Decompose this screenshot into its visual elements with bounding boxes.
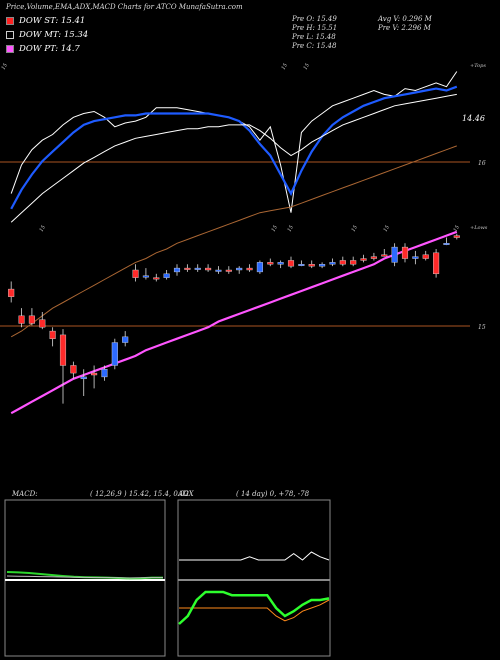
candle-body-15: [163, 273, 170, 278]
candle-body-39: [412, 256, 419, 259]
marker-label-6: 15: [351, 224, 359, 233]
series-line-0: [10, 71, 458, 213]
macd-params: ( 12,26,9 ) 15.42, 15.4, 0.02: [90, 490, 189, 498]
candle-body-16: [173, 267, 181, 273]
marker-label-8: 15: [453, 224, 461, 233]
series-line-3: [10, 145, 457, 338]
adx-panel: [177, 499, 331, 657]
macd-title: MACD:: [12, 490, 38, 498]
info-pre-low: Pre L: 15.48: [292, 33, 336, 41]
candle-body-25: [267, 262, 274, 265]
candle-body-8: [91, 372, 98, 376]
candle-body-3: [39, 319, 46, 328]
candle-body-42: [443, 243, 450, 245]
candle-body-38: [401, 246, 409, 259]
legend-label-pt: DOW PT: 14.7: [19, 44, 80, 54]
adx-plus-di-line: [179, 551, 330, 561]
candle-body-1: [18, 315, 25, 324]
legend-swatch-magenta: [6, 45, 14, 53]
candle-body-30: [319, 264, 326, 267]
candle-body-37: [391, 246, 398, 263]
candle-body-29: [308, 264, 315, 267]
tops-label: +Tops: [470, 63, 486, 69]
price-label-15: 15: [478, 324, 486, 331]
candle-body-13: [142, 275, 149, 278]
candle-body-28: [298, 264, 305, 266]
candle-body-26: [277, 262, 284, 265]
candle-body-10: [111, 342, 118, 366]
price-label-1446: 14.46: [462, 114, 485, 123]
legend-dow-mt: DOW MT: 15.34: [6, 30, 88, 40]
candle-body-0: [8, 288, 15, 297]
candle-body-32: [339, 260, 346, 265]
candle-body-4: [49, 330, 56, 339]
candle-body-27: [287, 260, 295, 267]
adx-title: ADX: [178, 490, 194, 498]
legend-label-mt: DOW MT: 15.34: [19, 30, 89, 40]
series-line-2: [10, 93, 457, 223]
macd-signal-line: [6, 575, 163, 579]
candle-body-5: [59, 334, 67, 366]
candle-body-33: [350, 260, 357, 265]
candle-body-20: [215, 269, 222, 272]
candle-body-7: [80, 376, 87, 380]
candle-body-11: [122, 336, 129, 343]
legend-label-st: DOW ST: 15.41: [19, 16, 86, 26]
marker-label-5: 15: [287, 224, 295, 233]
legend-dow-st: DOW ST: 15.41: [6, 16, 85, 26]
legend-swatch-red: [6, 17, 14, 25]
info-pre-close: Pre C: 15.48: [292, 42, 337, 50]
info-pre-high: Pre H: 15.51: [292, 24, 338, 32]
candle-body-24: [256, 262, 263, 273]
marker-label-3: 15: [39, 224, 47, 233]
candle-body-2: [28, 315, 35, 324]
adx-params: ( 14 day) 0, +78, -78: [236, 490, 310, 498]
series-line-4: [10, 230, 458, 415]
lows-label: +Lows: [470, 225, 488, 231]
price-label-16: 16: [478, 160, 486, 167]
candle-body-22: [236, 267, 243, 271]
chart-title: Price,Volume,EMA,ADX,MACD Charts for ATC…: [6, 3, 243, 11]
candle-body-14: [153, 277, 160, 280]
info-avg-volume: Avg V: 0.296 M: [378, 15, 432, 23]
series-line-1: [10, 85, 458, 210]
marker-label-1: 15: [281, 62, 289, 71]
candle-body-31: [329, 262, 336, 265]
candle-body-18: [194, 267, 201, 270]
candle-body-35: [370, 256, 377, 259]
candle-body-40: [422, 254, 429, 259]
candle-body-21: [225, 269, 232, 272]
adx-line: [178, 590, 330, 625]
info-pre-volume: Pre V: 2.296 M: [378, 24, 431, 32]
candle-body-41: [433, 252, 440, 275]
legend-swatch-black: [6, 31, 14, 39]
marker-label-0: 15: [1, 62, 9, 71]
candle-body-6: [70, 365, 77, 374]
candle-body-43: [453, 235, 460, 238]
marker-label-7: 15: [383, 224, 391, 233]
marker-label-2: 15: [303, 62, 311, 71]
candle-body-19: [205, 267, 212, 271]
candle-body-17: [184, 267, 191, 270]
candle-body-34: [360, 258, 367, 261]
candle-body-12: [132, 269, 139, 278]
adx-minus-di-line: [179, 599, 330, 622]
candle-body-36: [381, 254, 388, 257]
marker-label-4: 15: [271, 224, 279, 233]
legend-dow-pt: DOW PT: 14.7: [6, 44, 80, 54]
info-pre-open: Pre O: 15.49: [292, 15, 337, 23]
candle-body-9: [101, 369, 108, 378]
candle-body-23: [246, 267, 253, 271]
